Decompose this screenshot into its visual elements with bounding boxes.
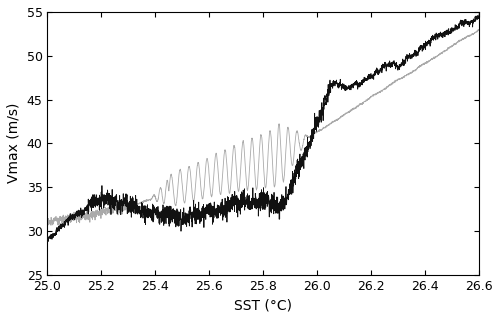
Y-axis label: Vmax (m/s): Vmax (m/s) [7,103,21,183]
X-axis label: SST (°C): SST (°C) [234,298,292,312]
